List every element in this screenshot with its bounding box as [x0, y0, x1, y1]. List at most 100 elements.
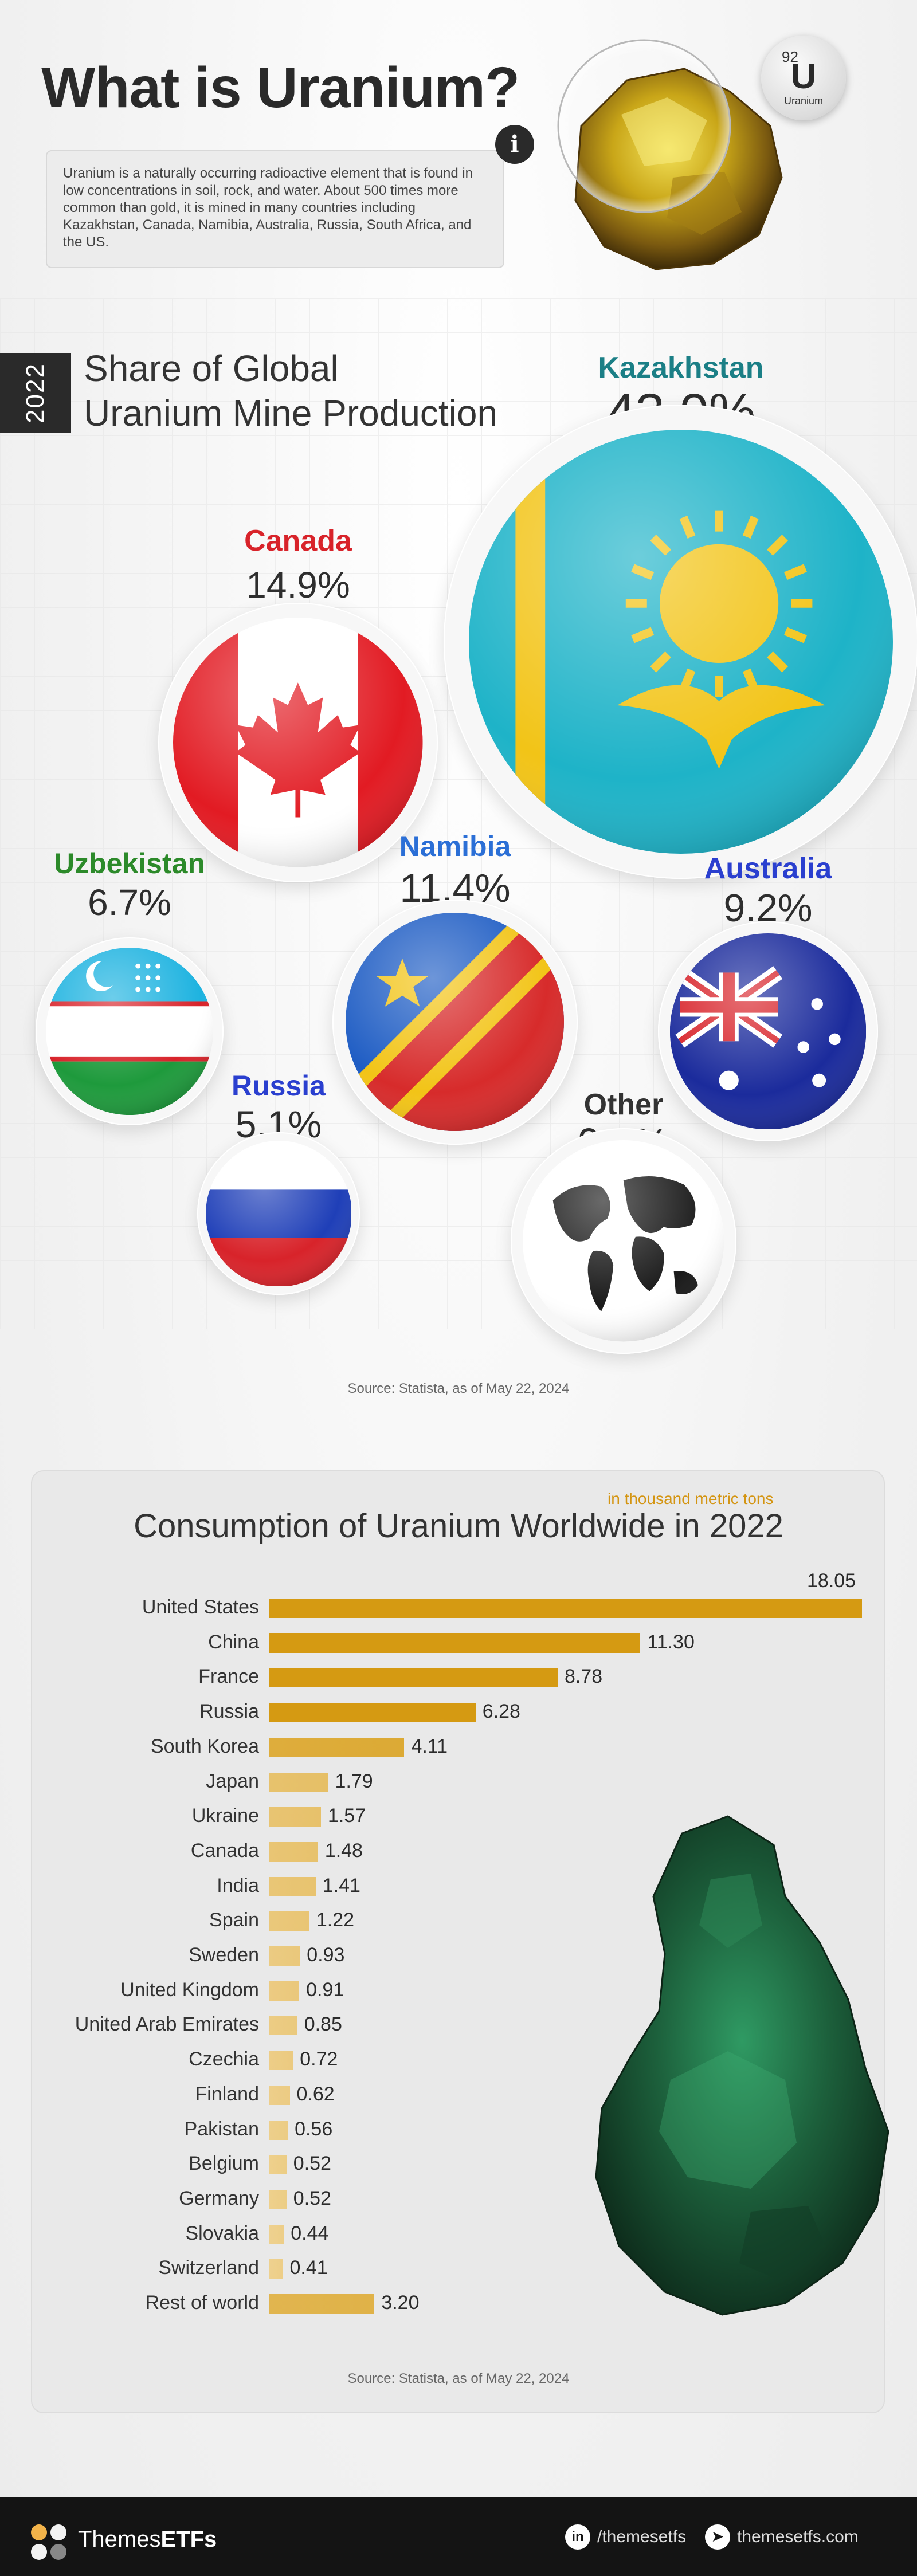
- bar-value-slovakia: 0.44: [291, 2222, 329, 2244]
- other-label: Other: [583, 1088, 664, 1121]
- uranium-ore-image: [541, 29, 793, 281]
- bar-value-germany: 0.52: [293, 2187, 331, 2209]
- production-title-line1: Share of Global: [84, 348, 339, 389]
- russia-bubble: [197, 1132, 360, 1295]
- other-bubble: [511, 1128, 736, 1354]
- website-link[interactable]: ➤ themesetfs.com: [705, 2524, 859, 2550]
- bar-united-kingdom: [269, 1981, 300, 2001]
- bar-value-india: 1.41: [322, 1874, 360, 1896]
- russia-label: Russia: [232, 1070, 326, 1102]
- canada-share-value: 14.9%: [246, 564, 350, 606]
- uzbekistan-label: Uzbekistan: [54, 847, 205, 879]
- page-title: What is Uranium?: [41, 56, 520, 120]
- bar-sweden: [269, 1946, 300, 1966]
- bar-czechia: [269, 2051, 293, 2071]
- bar-label-united-arab-emirates: United Arab Emirates: [75, 2013, 259, 2036]
- bar-united-states: [269, 1599, 862, 1618]
- namibia-bubble: [332, 900, 578, 1145]
- bar-france: [269, 1668, 558, 1688]
- bar-value-russia: 6.28: [482, 1701, 520, 1723]
- bar-slovakia: [269, 2224, 284, 2244]
- uzbekistan-bubble: [35, 937, 224, 1126]
- bar-label-united-states: United States: [142, 1596, 259, 1618]
- atomic-number: 92: [782, 48, 798, 65]
- info-icon[interactable]: i: [495, 125, 534, 164]
- brand-name[interactable]: ThemesETFs: [78, 2527, 217, 2553]
- bar-value-china: 11.30: [647, 1631, 695, 1653]
- bar-value-france: 8.78: [564, 1666, 603, 1688]
- bar-label-ukraine: Ukraine: [191, 1805, 259, 1827]
- bar-united-arab-emirates: [269, 2016, 297, 2036]
- australia-label: Australia: [704, 852, 832, 885]
- bar-india: [269, 1876, 316, 1896]
- bar-spain: [269, 1911, 309, 1931]
- bar-south-korea: [269, 1737, 405, 1757]
- bar-rest-of-world: [269, 2294, 375, 2314]
- year-label: 2022: [21, 363, 49, 423]
- bar-china: [269, 1633, 641, 1653]
- australia-bubble: [657, 921, 879, 1142]
- intro-text: Uranium is a naturally occurring radioac…: [46, 150, 504, 268]
- bar-value-belgium: 0.52: [293, 2153, 331, 2175]
- russia-flag-icon: [205, 1140, 352, 1287]
- bar-russia: [269, 1703, 476, 1723]
- bar-ukraine: [269, 1807, 321, 1827]
- production-title: Share of Global Uranium Mine Production: [84, 346, 599, 435]
- bar-finland: [269, 2085, 290, 2105]
- mineral-rock-image: [579, 1811, 900, 2326]
- bar-switzerland: [269, 2259, 283, 2279]
- bar-value-japan: 1.79: [335, 1770, 373, 1792]
- namibia-flag-icon: [346, 913, 565, 1132]
- bar-label-spain: Spain: [209, 1909, 259, 1931]
- bar-value-united-states: 18.05: [807, 1570, 856, 1592]
- consumption-source: Source: Statista, as of May 22, 2024: [347, 2371, 570, 2386]
- cursor-icon: ➤: [705, 2524, 730, 2550]
- bar-label-rest-of-world: Rest of world: [145, 2292, 259, 2314]
- bar-label-china: China: [208, 1631, 259, 1653]
- bar-label-pakistan: Pakistan: [184, 2118, 259, 2140]
- linkedin-handle: /themesetfs: [597, 2527, 687, 2546]
- bar-japan: [269, 1772, 328, 1792]
- canada-label: Canada: [244, 524, 352, 557]
- linkedin-link[interactable]: in/themesetfs: [565, 2524, 686, 2550]
- bar-label-slovakia: Slovakia: [185, 2222, 259, 2244]
- bar-value-sweden: 0.93: [307, 1944, 345, 1966]
- kazakhstan-label: Kazakhstan: [598, 351, 764, 384]
- bar-label-germany: Germany: [179, 2187, 259, 2209]
- bar-value-united-arab-emirates: 0.85: [304, 2013, 342, 2036]
- brand-name-bold: ETFs: [160, 2527, 217, 2552]
- bar-canada: [269, 1841, 318, 1862]
- bar-label-united-kingdom: United Kingdom: [120, 1978, 259, 2001]
- uzbekistan-share-value: 6.7%: [88, 882, 171, 923]
- element-name: Uranium: [783, 95, 824, 107]
- element-symbol: U: [790, 57, 817, 96]
- bar-value-south-korea: 4.11: [411, 1735, 448, 1757]
- uzbekistan-flag-icon: [45, 947, 214, 1116]
- brand-logo-icon: [31, 2524, 66, 2560]
- bar-value-finland: 0.62: [296, 2083, 335, 2105]
- bar-label-belgium: Belgium: [189, 2153, 259, 2175]
- bar-belgium: [269, 2155, 287, 2175]
- website-url: themesetfs.com: [737, 2527, 859, 2546]
- bar-value-rest-of-world: 3.20: [381, 2292, 420, 2314]
- bar-value-ukraine: 1.57: [327, 1805, 366, 1827]
- kazakhstan-bubble: [444, 405, 917, 879]
- canada-bubble: [158, 603, 438, 882]
- kazakhstan-flag-icon: [469, 430, 893, 854]
- production-title-line2: Uranium Mine Production: [84, 392, 498, 434]
- bar-label-south-korea: South Korea: [150, 1735, 259, 1757]
- bar-value-pakistan: 0.56: [295, 2118, 333, 2140]
- bar-label-russia: Russia: [199, 1701, 259, 1723]
- bar-label-sweden: Sweden: [189, 1944, 259, 1966]
- bar-value-switzerland: 0.41: [289, 2257, 328, 2279]
- bar-germany: [269, 2189, 287, 2209]
- bar-value-united-kingdom: 0.91: [306, 1978, 344, 2001]
- bar-pakistan: [269, 2120, 288, 2140]
- bar-label-czechia: Czechia: [189, 2048, 259, 2071]
- bar-value-canada: 1.48: [324, 1839, 363, 1862]
- bar-value-spain: 1.22: [316, 1909, 355, 1931]
- bar-label-switzerland: Switzerland: [158, 2257, 259, 2279]
- bar-label-finland: Finland: [195, 2083, 259, 2105]
- element-tile: 92 U Uranium: [761, 36, 846, 120]
